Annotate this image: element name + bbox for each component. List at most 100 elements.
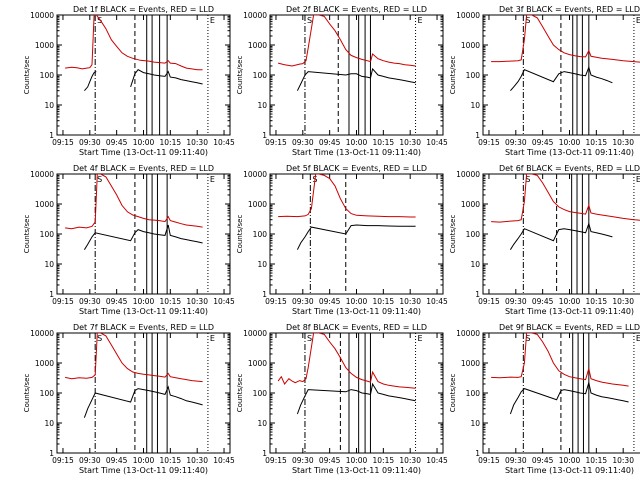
x-axis-label: Start Time (13-Oct-11 09:11:40) [505, 148, 634, 157]
x-tick-label: 10:00 [346, 138, 368, 147]
x-tick-label: 10:30 [186, 138, 208, 147]
series-events-line [510, 65, 613, 92]
y-tick-label: 10000 [456, 11, 480, 20]
y-tick-label: 10000 [456, 329, 480, 338]
x-tick-label: 09:15 [52, 297, 74, 306]
x-tick-label: 09:45 [106, 297, 128, 306]
series-lld-line [491, 15, 640, 63]
panel-det-6: Det 6f BLACK = Events, RED = LLD 1 10 100 10… [449, 164, 640, 316]
y-tick-label: 100 [466, 71, 481, 80]
plot-frame [56, 14, 231, 136]
y-tick-label: 1000 [461, 200, 480, 209]
y-tick-label: 1 [262, 449, 267, 458]
y-tick-label: 1000 [248, 41, 267, 50]
x-tick-label: 10:15 [586, 138, 608, 147]
x-axis-label: Start Time (13-Oct-11 09:11:40) [79, 466, 208, 475]
flag-label: E [210, 175, 215, 184]
x-tick-label: 09:45 [319, 456, 341, 465]
flag-label: E [210, 16, 215, 25]
x-tick-label: 10:15 [373, 456, 395, 465]
x-tick-label: 09:30 [292, 297, 314, 306]
x-axis-label: Start Time (13-Oct-11 09:11:40) [505, 307, 634, 316]
series-lld-line [277, 15, 416, 67]
y-axis-label: Counts/sec [449, 374, 457, 413]
series-events-line [84, 69, 203, 92]
x-tick-label: 10:00 [346, 456, 368, 465]
x-tick-label: 10:00 [559, 297, 581, 306]
x-tick-label: 10:00 [559, 138, 581, 147]
series-events-line [509, 222, 613, 250]
x-tick-label: 09:45 [319, 297, 341, 306]
flag-label: E [418, 16, 423, 25]
x-tick-label: 09:15 [265, 138, 287, 147]
plot-frame [56, 173, 231, 295]
x-tick-label: 09:15 [52, 138, 74, 147]
x-tick-label: 10:45 [213, 297, 235, 306]
y-tick-label: 10 [470, 260, 480, 269]
y-tick-label: 1000 [248, 200, 267, 209]
x-tick-label: 09:45 [319, 138, 341, 147]
series-events-line [509, 382, 629, 415]
plot-title: Det 2f BLACK = Events, RED = LLD [286, 5, 427, 14]
y-tick-label: 10 [257, 101, 267, 110]
y-tick-label: 1000 [35, 200, 54, 209]
x-axis-label: Start Time (13-Oct-11 09:11:40) [79, 307, 208, 316]
x-tick-label: 09:45 [532, 297, 554, 306]
x-tick-label: 09:30 [505, 456, 527, 465]
x-tick-label: 09:30 [79, 456, 101, 465]
flag-label: E [636, 334, 640, 343]
y-tick-label: 100 [253, 230, 268, 239]
y-axis-label: Counts/sec [449, 56, 457, 95]
x-axis-label: Start Time (13-Oct-11 09:11:40) [79, 148, 208, 157]
x-tick-label: 09:30 [79, 297, 101, 306]
y-axis-label: Counts/sec [236, 215, 244, 254]
y-tick-label: 10 [44, 260, 54, 269]
plot-frame [482, 14, 640, 136]
x-tick-label: 10:45 [426, 456, 448, 465]
y-tick-label: 10 [257, 260, 267, 269]
y-tick-label: 10000 [456, 170, 480, 179]
x-tick-label: 09:30 [292, 456, 314, 465]
series-lld-line [65, 174, 203, 230]
y-tick-label: 10000 [30, 170, 54, 179]
y-tick-label: 100 [466, 230, 481, 239]
x-tick-label: 10:15 [373, 138, 395, 147]
flag-label: S [525, 175, 530, 184]
x-tick-label: 10:30 [612, 297, 634, 306]
x-tick-label: 10:15 [160, 297, 182, 306]
x-axis-label: Start Time (13-Oct-11 09:11:40) [505, 466, 634, 475]
y-tick-label: 100 [40, 230, 55, 239]
y-tick-label: 1000 [248, 359, 267, 368]
series-events-line [296, 382, 416, 415]
y-tick-label: 10 [257, 419, 267, 428]
x-tick-label: 10:15 [373, 297, 395, 306]
x-tick-label: 09:45 [106, 456, 128, 465]
plot-frame [269, 173, 444, 295]
y-axis-label: Counts/sec [23, 56, 31, 95]
y-tick-label: 100 [253, 71, 268, 80]
flag-label: S [307, 16, 312, 25]
series-lld-line [65, 333, 203, 383]
plot-title: Det 7f BLACK = Events, RED = LLD [73, 323, 214, 332]
x-tick-label: 10:30 [612, 138, 634, 147]
panel-det-8: Det 8f BLACK = Events, RED = LLD 1 10 100 10… [236, 323, 448, 475]
flag-label: S [307, 334, 312, 343]
plot-title: Det 1f BLACK = Events, RED = LLD [73, 5, 214, 14]
panel-det-4: Det 4f BLACK = Events, RED = LLD 1 10 100 10… [23, 164, 235, 316]
y-tick-label: 10000 [243, 329, 267, 338]
plot-frame [56, 332, 231, 454]
flag-label: S [525, 334, 530, 343]
y-tick-label: 10000 [30, 329, 54, 338]
plot-title: Det 6f BLACK = Events, RED = LLD [499, 164, 640, 173]
panel-det-9: Det 9f BLACK = Events, RED = LLD 1 10 100 10… [449, 323, 640, 475]
x-tick-label: 09:15 [52, 456, 74, 465]
x-tick-label: 10:00 [133, 138, 155, 147]
x-axis-label: Start Time (13-Oct-11 09:11:40) [292, 307, 421, 316]
x-tick-label: 09:15 [265, 456, 287, 465]
x-tick-label: 09:15 [478, 456, 500, 465]
panel-det-2: Det 2f BLACK = Events, RED = LLD 1 10 100 10… [236, 5, 448, 157]
y-tick-label: 1000 [461, 41, 480, 50]
plot-frame [482, 173, 640, 295]
series-lld-line [491, 333, 629, 387]
